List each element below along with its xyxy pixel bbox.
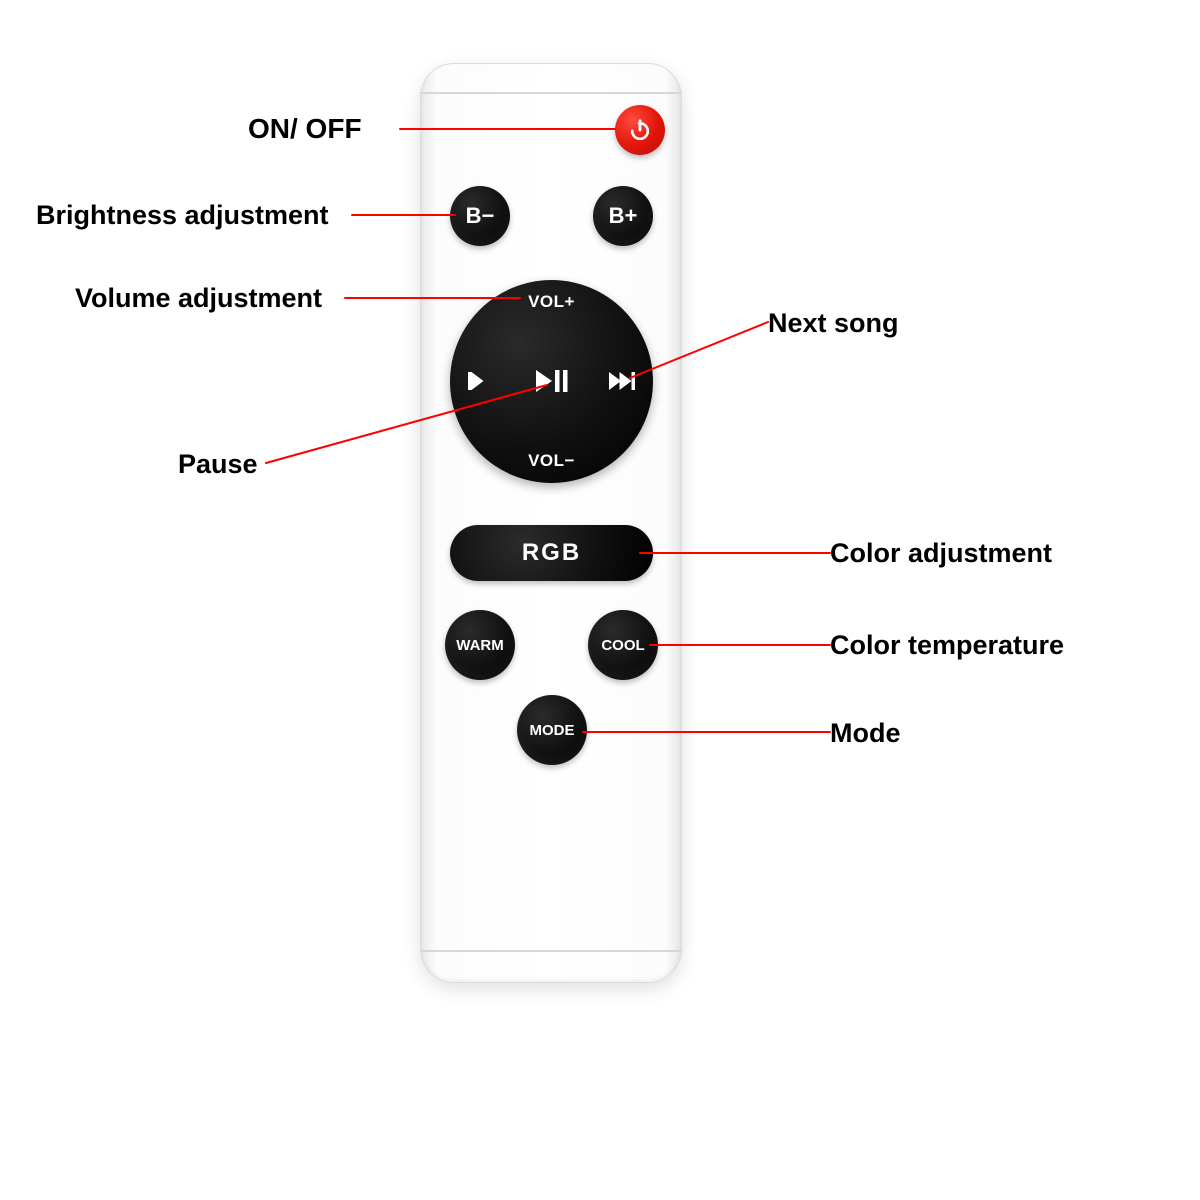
- callout-on-off: ON/ OFF: [248, 113, 362, 145]
- callout-color-temperature: Color temperature: [830, 630, 1064, 661]
- cool-label: COOL: [601, 637, 644, 654]
- rgb-label: RGB: [522, 539, 581, 567]
- brightness-down-label: B−: [466, 203, 495, 229]
- warm-button[interactable]: WARM: [445, 610, 515, 680]
- brightness-up-label: B+: [609, 203, 638, 229]
- callout-brightness: Brightness adjustment: [36, 200, 329, 231]
- remote-top-seam: [420, 92, 682, 94]
- mode-button[interactable]: MODE: [517, 695, 587, 765]
- diagram-stage: B− B+ VOL+ VOL− RGB WARM C: [0, 0, 1200, 1200]
- play-pause-icon: [536, 368, 568, 394]
- volume-down-label: VOL−: [450, 451, 653, 471]
- callout-volume: Volume adjustment: [75, 283, 322, 314]
- callout-next-song: Next song: [768, 308, 899, 339]
- brightness-down-button[interactable]: B−: [450, 186, 510, 246]
- brightness-up-button[interactable]: B+: [593, 186, 653, 246]
- rgb-button[interactable]: RGB: [450, 525, 653, 581]
- previous-track-icon: [468, 369, 494, 393]
- mode-label: MODE: [530, 722, 575, 739]
- remote-bottom-seam: [420, 950, 682, 952]
- power-icon: [627, 117, 653, 143]
- callout-mode: Mode: [830, 718, 901, 749]
- volume-up-label: VOL+: [450, 292, 653, 312]
- callout-pause: Pause: [178, 449, 258, 480]
- cool-button[interactable]: COOL: [588, 610, 658, 680]
- callout-color-adjustment: Color adjustment: [830, 538, 1052, 569]
- warm-label: WARM: [456, 637, 504, 654]
- power-button[interactable]: [615, 105, 665, 155]
- next-track-icon: [609, 369, 635, 393]
- media-dpad[interactable]: VOL+ VOL−: [450, 280, 653, 483]
